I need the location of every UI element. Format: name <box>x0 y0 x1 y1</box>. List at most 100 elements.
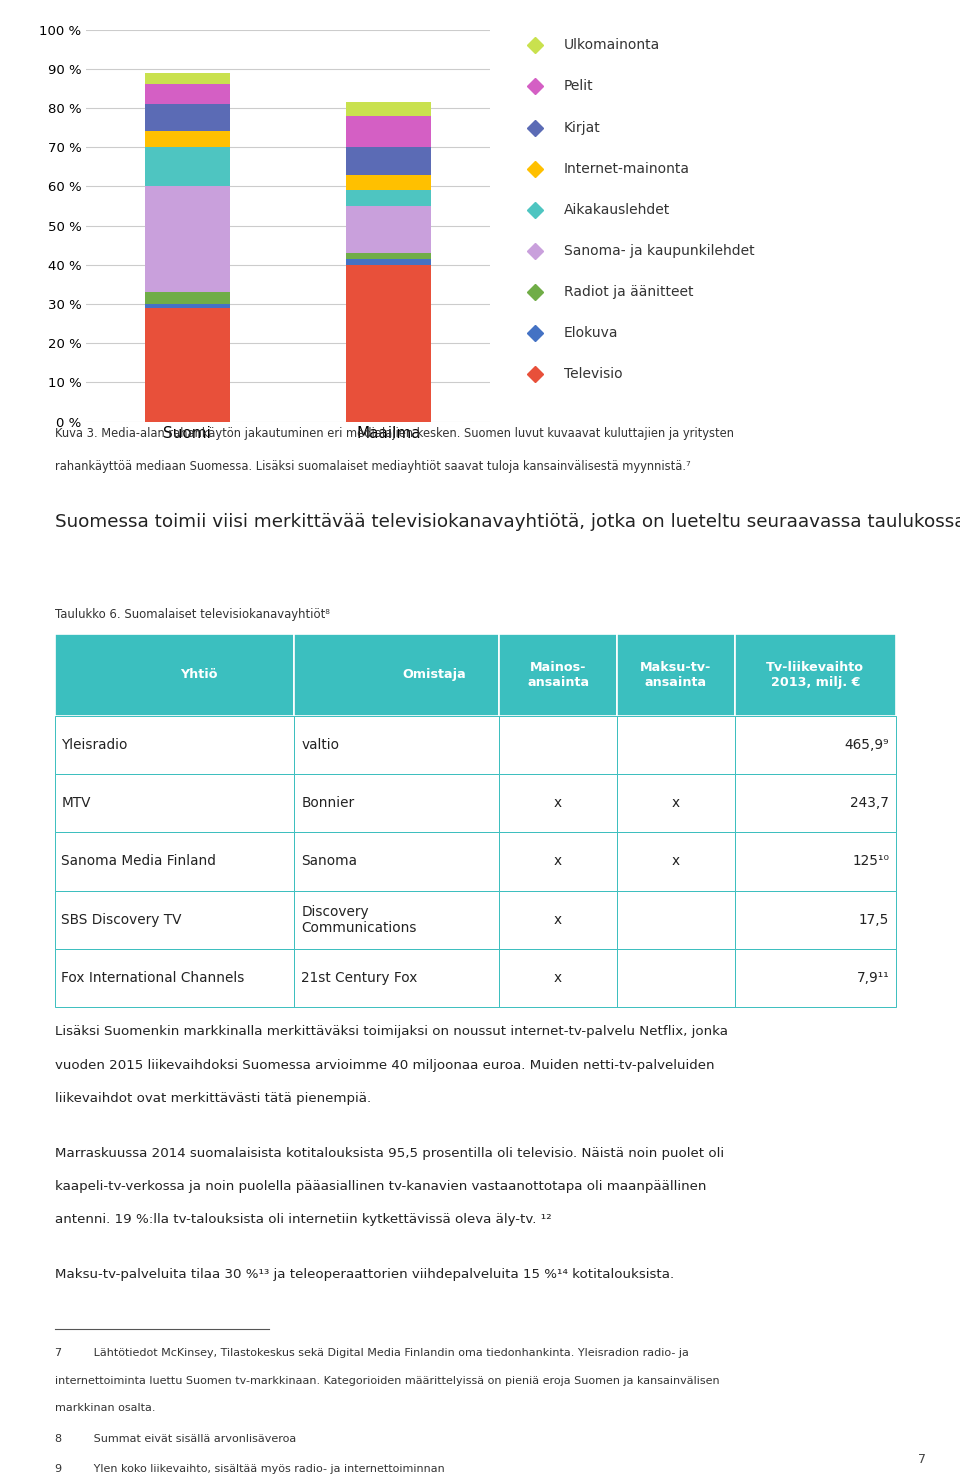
Bar <box>499 633 617 716</box>
Bar <box>145 84 229 104</box>
Text: x: x <box>554 913 563 927</box>
Bar <box>734 716 896 774</box>
Text: Discovery
Communications: Discovery Communications <box>301 905 417 935</box>
Bar <box>734 890 896 948</box>
Text: valtio: valtio <box>301 738 339 753</box>
Text: 17,5: 17,5 <box>859 913 889 927</box>
Text: Yhtiö: Yhtiö <box>180 669 218 682</box>
Text: x: x <box>554 855 563 868</box>
Bar <box>734 948 896 1007</box>
Bar <box>617 716 734 774</box>
Text: Lisäksi Suomenkin markkinalla merkittäväksi toimijaksi on noussut internet-tv-pa: Lisäksi Suomenkin markkinalla merkittävä… <box>55 1025 728 1038</box>
Bar <box>145 305 229 308</box>
Text: 21st Century Fox: 21st Century Fox <box>301 970 418 985</box>
Bar <box>145 308 229 422</box>
Text: Internet-mainonta: Internet-mainonta <box>564 161 690 176</box>
Text: 9         Ylen koko liikevaihto, sisältää myös radio- ja internettoiminnan: 9 Ylen koko liikevaihto, sisältää myös r… <box>55 1464 444 1475</box>
Bar <box>734 774 896 833</box>
Bar <box>295 948 499 1007</box>
Text: Radiot ja äänitteet: Radiot ja äänitteet <box>564 285 693 299</box>
Text: Maksu-tv-palveluita tilaa 30 %¹³ ja teleoperaattorien viihdepalveluita 15 %¹⁴ ko: Maksu-tv-palveluita tilaa 30 %¹³ ja tele… <box>55 1269 674 1281</box>
Bar <box>55 774 295 833</box>
Text: 7         Lähtötiedot McKinsey, Tilastokeskus sekä Digital Media Finlandin oma t: 7 Lähtötiedot McKinsey, Tilastokeskus se… <box>55 1347 688 1358</box>
Text: internettoiminta luettu Suomen tv-markkinaan. Kategorioiden määrittelyissä on pi: internettoiminta luettu Suomen tv-markki… <box>55 1375 719 1386</box>
Text: liikevaihdot ovat merkittävästi tätä pienempiä.: liikevaihdot ovat merkittävästi tätä pie… <box>55 1092 371 1105</box>
Text: Elokuva: Elokuva <box>564 327 618 340</box>
Bar <box>347 253 431 259</box>
Text: MTV: MTV <box>61 796 91 810</box>
Bar <box>145 132 229 148</box>
Text: markkinan osalta.: markkinan osalta. <box>55 1404 156 1414</box>
Bar <box>295 774 499 833</box>
Text: Suomessa toimii viisi merkittävää televisiokanavayhtiötä, jotka on lueteltu seur: Suomessa toimii viisi merkittävää televi… <box>55 513 960 531</box>
Bar <box>55 633 295 716</box>
Bar <box>734 833 896 890</box>
Bar <box>617 833 734 890</box>
Bar <box>347 265 431 422</box>
Bar <box>347 191 431 206</box>
Bar <box>145 293 229 305</box>
Bar <box>295 633 499 716</box>
Text: 125¹⁰: 125¹⁰ <box>852 855 889 868</box>
Text: 243,7: 243,7 <box>851 796 889 810</box>
Bar <box>295 890 499 948</box>
Text: Sanoma- ja kaupunkilehdet: Sanoma- ja kaupunkilehdet <box>564 244 755 257</box>
Text: rahankäyttöä mediaan Suomessa. Lisäksi suomalaiset mediayhtiöt saavat tuloja kan: rahankäyttöä mediaan Suomessa. Lisäksi s… <box>55 460 690 473</box>
Bar <box>347 148 431 175</box>
Text: Taulukko 6. Suomalaiset televisiokanavayhtiöt⁸: Taulukko 6. Suomalaiset televisiokanavay… <box>55 608 329 621</box>
Bar <box>145 72 229 84</box>
Bar <box>499 890 617 948</box>
Bar <box>295 716 499 774</box>
Text: Maksu-tv-
ansainta: Maksu-tv- ansainta <box>640 661 711 689</box>
Bar <box>734 633 896 716</box>
Bar <box>55 890 295 948</box>
Text: x: x <box>672 796 680 810</box>
Text: Bonnier: Bonnier <box>301 796 354 810</box>
Bar <box>617 774 734 833</box>
Text: Marraskuussa 2014 suomalaisista kotitalouksista 95,5 prosentilla oli televisio. : Marraskuussa 2014 suomalaisista kotitalo… <box>55 1146 724 1160</box>
Bar <box>55 716 295 774</box>
Text: Sanoma Media Finland: Sanoma Media Finland <box>61 855 216 868</box>
Text: 8         Summat eivät sisällä arvonlisäveroa: 8 Summat eivät sisällä arvonlisäveroa <box>55 1435 296 1444</box>
Bar <box>617 948 734 1007</box>
Text: Kuva 3. Media-alan rahankäytön jakautuminen eri medialajien kesken. Suomen luvut: Kuva 3. Media-alan rahankäytön jakautumi… <box>55 427 733 439</box>
Text: Ulkomainonta: Ulkomainonta <box>564 38 660 52</box>
Text: Yleisradio: Yleisradio <box>61 738 128 753</box>
Bar <box>347 259 431 265</box>
Bar <box>499 716 617 774</box>
Bar <box>499 948 617 1007</box>
Text: x: x <box>672 855 680 868</box>
Text: Televisio: Televisio <box>564 367 622 382</box>
Bar <box>347 115 431 148</box>
Bar <box>55 948 295 1007</box>
Bar <box>499 833 617 890</box>
Text: 465,9⁹: 465,9⁹ <box>845 738 889 753</box>
Text: 7: 7 <box>919 1454 926 1466</box>
Bar <box>499 774 617 833</box>
Bar <box>145 186 229 293</box>
Text: 7,9¹¹: 7,9¹¹ <box>856 970 889 985</box>
Bar <box>55 833 295 890</box>
Text: Aikakauslehdet: Aikakauslehdet <box>564 203 670 217</box>
Bar <box>145 104 229 132</box>
Text: Fox International Channels: Fox International Channels <box>61 970 245 985</box>
Bar <box>617 633 734 716</box>
Text: Sanoma: Sanoma <box>301 855 357 868</box>
Bar <box>347 175 431 191</box>
Text: Omistaja: Omistaja <box>402 669 467 682</box>
Text: Mainos-
ansainta: Mainos- ansainta <box>527 661 589 689</box>
Text: vuoden 2015 liikevaihdoksi Suomessa arvioimme 40 miljoonaa euroa. Muiden netti-t: vuoden 2015 liikevaihdoksi Suomessa arvi… <box>55 1059 714 1072</box>
Text: Tv-liikevaihto
2013, milj. €: Tv-liikevaihto 2013, milj. € <box>766 661 864 689</box>
Text: Kirjat: Kirjat <box>564 121 601 135</box>
Text: antenni. 19 %:lla tv-talouksista oli internetiin kytkettävissä oleva äly-tv. ¹²: antenni. 19 %:lla tv-talouksista oli int… <box>55 1213 551 1226</box>
Text: kaapeli-tv-verkossa ja noin puolella pääasiallinen tv-kanavien vastaanottotapa o: kaapeli-tv-verkossa ja noin puolella pää… <box>55 1180 707 1194</box>
Bar <box>295 833 499 890</box>
Text: x: x <box>554 796 563 810</box>
Text: Pelit: Pelit <box>564 80 593 93</box>
Bar <box>347 206 431 253</box>
Bar <box>145 148 229 186</box>
Text: x: x <box>554 970 563 985</box>
Text: SBS Discovery TV: SBS Discovery TV <box>61 913 182 927</box>
Bar <box>347 102 431 115</box>
Bar <box>617 890 734 948</box>
